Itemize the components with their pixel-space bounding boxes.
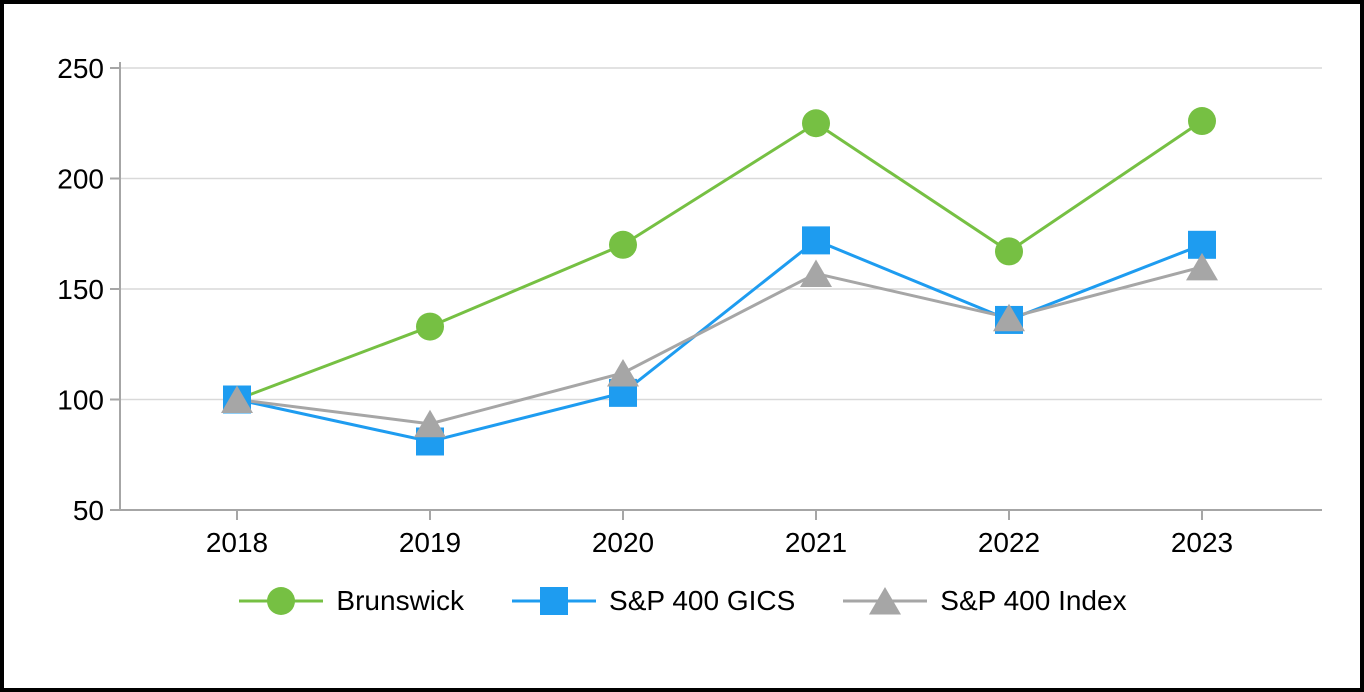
marker-brunswick-2023 [1188, 107, 1216, 136]
chart-legend: Brunswick S&P 400 GICS S&P 400 Index [4, 580, 1360, 622]
y-axis-label: 50 [73, 495, 104, 526]
y-axis-label: 100 [57, 385, 104, 416]
legend-marker-triangle-icon [843, 587, 928, 615]
marker-brunswick-2022 [995, 237, 1023, 266]
legend-item-s-p-400-gics: S&P 400 GICS [510, 580, 795, 622]
marker-s-p-400-index-2021 [800, 259, 832, 288]
marker-s-p-400-index-2019 [414, 409, 446, 438]
y-axis-label: 200 [57, 164, 104, 195]
x-axis-label: 2019 [399, 527, 461, 558]
marker-brunswick-2021 [802, 109, 830, 138]
y-axis-label: 250 [57, 53, 104, 84]
x-axis-label: 2018 [206, 527, 268, 558]
series-line-brunswick [236, 119, 1203, 401]
legend-square-icon [540, 587, 569, 615]
series-line-s-p-400-index [236, 265, 1203, 426]
marker-s-p-400-index-2022 [993, 303, 1025, 332]
marker-s-p-400-index-2023 [1186, 252, 1218, 281]
legend-item-brunswick: Brunswick [237, 580, 464, 622]
legend-triangle-icon [869, 587, 902, 615]
legend-marker-circle-icon [239, 587, 324, 615]
marker-brunswick-2019 [416, 312, 444, 341]
x-axis-label: 2020 [592, 527, 654, 558]
marker-s-p-400-gics-2021 [802, 226, 830, 255]
legend-item-s-p-400-index: S&P 400 Index [841, 580, 1127, 622]
legend-label: S&P 400 Index [940, 585, 1127, 616]
marker-s-p-400-index-2020 [607, 358, 639, 387]
marker-brunswick-2020 [609, 230, 637, 259]
legend-label: Brunswick [336, 585, 465, 616]
legend-label: S&P 400 GICS [609, 585, 796, 616]
legend-marker-square-icon [512, 587, 597, 615]
plot-area: 50 100 150 200 250 2018 2019 2020 2021 2022 2023 [57, 53, 1322, 558]
marker-s-p-400-index-2018 [221, 385, 253, 413]
x-axis-label: 2021 [785, 527, 847, 558]
series-line-s-p-400-gics [236, 238, 1203, 444]
x-axis-label: 2022 [978, 527, 1040, 558]
legend-circle-icon [267, 587, 296, 615]
y-axis-label: 150 [57, 274, 104, 305]
x-axis-label: 2023 [1171, 527, 1233, 558]
